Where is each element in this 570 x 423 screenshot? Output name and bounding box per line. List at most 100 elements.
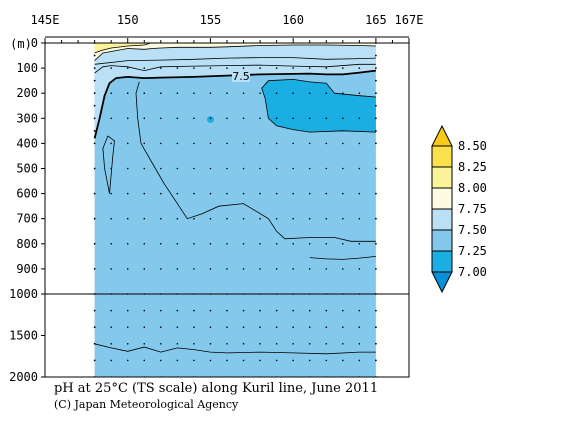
station-dot — [358, 167, 361, 170]
station-dot — [308, 243, 311, 245]
station-dot — [126, 92, 129, 94]
station-dot — [160, 92, 162, 94]
station-dot — [358, 67, 361, 69]
station-dot — [193, 67, 195, 69]
station-dot — [143, 359, 146, 362]
station-dot — [325, 92, 328, 94]
station-dot — [375, 342, 377, 345]
station-dot — [259, 309, 261, 312]
station-dot — [308, 343, 311, 345]
y-tick-label: 900 — [16, 262, 38, 276]
contour-closed-west — [102, 135, 115, 194]
station-dot — [93, 309, 96, 312]
station-dot — [275, 217, 278, 220]
colorbar-legend: 8.50 8.25 8.00 7.75 7.50 7.25 7.00 — [431, 124, 487, 294]
station-dot — [209, 167, 212, 170]
station-dot — [226, 309, 228, 312]
station-dot — [292, 243, 294, 245]
station-dot — [259, 243, 261, 245]
colorbar-label: 7.50 — [458, 223, 487, 237]
station-dot — [93, 67, 96, 69]
station-dot — [292, 167, 294, 170]
ph-contour-lines — [93, 43, 377, 355]
station-dot — [209, 309, 212, 312]
station-dot — [193, 359, 195, 362]
station-dot — [308, 117, 311, 120]
station-dot — [193, 92, 195, 94]
station-dot — [126, 243, 129, 245]
station-dot — [308, 167, 311, 170]
station-dot — [160, 67, 162, 69]
station-dot — [226, 67, 228, 69]
station-dot — [275, 343, 278, 345]
station-dot — [325, 268, 328, 270]
y-tick-label: 800 — [16, 237, 38, 251]
station-dot — [143, 167, 146, 170]
station-dot — [93, 326, 96, 329]
station-dot — [242, 142, 245, 145]
colorbar-label: 7.00 — [458, 265, 487, 279]
station-dot — [242, 192, 245, 195]
station-dot — [292, 142, 294, 145]
station-dot — [375, 192, 377, 195]
station-dot — [193, 142, 195, 145]
station-dot — [342, 343, 344, 345]
station-dot — [110, 243, 112, 245]
station-dot — [226, 326, 228, 329]
station-dot — [375, 129, 377, 132]
station-dot — [275, 142, 278, 145]
station-dot — [308, 192, 311, 195]
ph-fill-regions — [94, 43, 376, 377]
station-dot — [176, 343, 179, 345]
station-dot — [242, 117, 245, 120]
station-dot — [242, 268, 245, 270]
station-dot — [259, 167, 261, 170]
colorbar-label: 7.25 — [458, 244, 487, 258]
station-dot — [143, 243, 146, 245]
station-dot — [160, 117, 162, 120]
station-dot — [143, 268, 146, 270]
station-dot — [259, 142, 261, 145]
station-dot — [275, 309, 278, 312]
station-dot — [375, 359, 377, 362]
station-dot — [93, 142, 96, 145]
station-dot — [358, 142, 361, 145]
station-dot — [110, 359, 112, 362]
contour-700-edge-bottom — [264, 98, 376, 133]
chart-credit: (C) Japan Meteorological Agency — [54, 398, 239, 411]
station-dot — [226, 343, 228, 345]
station-dot — [242, 243, 245, 245]
station-dot — [93, 242, 96, 245]
station-dot — [325, 117, 328, 120]
y-tick-label: 400 — [16, 136, 38, 150]
station-dot — [193, 243, 195, 245]
station-dot — [93, 342, 96, 345]
station-dot — [292, 192, 294, 195]
contour-745-deep — [309, 256, 376, 260]
station-dot — [110, 326, 112, 329]
station-dot — [292, 117, 294, 120]
station-dot — [292, 268, 294, 270]
station-dot — [375, 217, 377, 220]
station-dot — [226, 217, 228, 220]
station-dot — [93, 192, 96, 195]
station-dot — [110, 343, 112, 345]
station-dot — [143, 142, 146, 145]
station-dot — [126, 343, 129, 345]
station-dot — [342, 268, 344, 270]
colorbar-label: 8.50 — [458, 139, 487, 153]
station-dot — [242, 167, 245, 170]
station-dot — [342, 217, 344, 220]
station-dot — [143, 117, 146, 120]
station-dot — [358, 217, 361, 220]
station-dot — [110, 167, 112, 170]
station-dot — [209, 343, 212, 345]
station-dot — [275, 67, 278, 69]
contour-740-lower — [94, 343, 376, 355]
station-dot — [242, 359, 245, 362]
station-dot — [358, 268, 361, 270]
station-dot — [308, 92, 311, 94]
station-dot — [93, 117, 96, 120]
contour-label-75: 7.5 — [232, 70, 250, 83]
station-dot — [342, 117, 344, 120]
